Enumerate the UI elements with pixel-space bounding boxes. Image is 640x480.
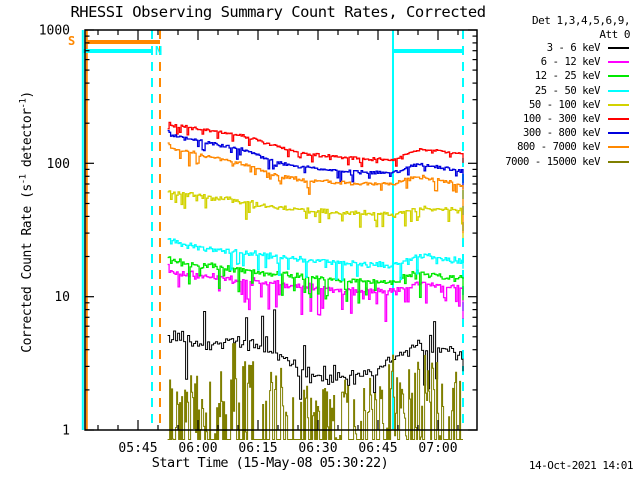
legend-item-swatch — [608, 89, 629, 92]
legend-detectors-label: Det 1,3,4,5,6,9, — [532, 14, 630, 27]
x-tick-label: 06:15 — [238, 441, 277, 456]
series-800-7000keV — [167, 142, 464, 234]
night-flag-label: N — [155, 44, 163, 58]
x-tick-label: 06:30 — [298, 441, 337, 456]
series-25-50keV — [167, 238, 464, 281]
legend-item: 50 - 100 keV — [500, 98, 630, 112]
legend-item: 25 - 50 keV — [500, 84, 630, 98]
legend-item-label: 800 - 7000 keV — [517, 141, 600, 154]
y-axis-title-text: Corrected Count Rate (s — [20, 184, 35, 353]
legend-item: 7000 - 15000 keV — [500, 155, 630, 169]
y-axis-superscript-2: -1 — [18, 98, 29, 109]
legend-item-label: 7000 - 15000 keV — [505, 155, 600, 168]
legend-item: 12 - 25 keV — [500, 69, 630, 83]
night-bar-right — [393, 49, 463, 53]
legend: 3 - 6 keV 6 - 12 keV 12 - 25 keV 25 - 50 ke… — [500, 41, 630, 169]
y-axis-title: Corrected Count Rate (s-1 detector-1) — [18, 91, 35, 353]
legend-item-swatch — [608, 47, 629, 50]
series-3-6keV — [167, 309, 464, 400]
legend-item: 800 - 7000 keV — [500, 140, 630, 154]
series-300-800keV — [167, 129, 464, 190]
legend-item-swatch — [608, 75, 629, 78]
plot-border — [84, 29, 478, 431]
legend-item-label: 50 - 100 keV — [528, 98, 600, 111]
axis-ticks — [85, 29, 477, 431]
legend-item-swatch — [608, 160, 629, 163]
legend-item-swatch — [608, 103, 629, 106]
legend-item-label: 100 - 300 keV — [523, 113, 600, 126]
legend-item-label: 12 - 25 keV — [534, 70, 601, 83]
legend-item: 300 - 800 keV — [500, 126, 630, 140]
data-series — [167, 121, 464, 440]
creation-timestamp: 14-Oct-2021 14:01 — [528, 459, 634, 472]
y-axis-superscript: -1 — [18, 174, 29, 185]
x-axis-title: Start Time (15-May-08 05:30:22) — [151, 455, 389, 471]
legend-attenuator-label: Att 0 — [599, 28, 630, 41]
x-tick-label: 07:00 — [418, 441, 457, 456]
saa-bar — [86, 40, 160, 44]
legend-item-swatch — [608, 132, 629, 135]
series-6-12keV — [167, 263, 464, 322]
legend-item-label: 6 - 12 keV — [540, 56, 601, 69]
legend-item-label: 3 - 6 keV — [546, 42, 601, 55]
legend-item-swatch — [608, 118, 629, 121]
legend-item-swatch — [608, 61, 629, 64]
legend-item: 100 - 300 keV — [500, 112, 630, 126]
y-tick-label: 10 — [54, 290, 70, 305]
legend-item-swatch — [608, 146, 629, 149]
night-bar-left — [82, 49, 152, 53]
series-50-100keV — [167, 190, 464, 239]
y-tick-label: 1 — [62, 424, 70, 439]
y-tick-label: 100 — [47, 157, 70, 172]
x-tick-label: 05:45 — [118, 441, 157, 456]
x-tick-label: 06:45 — [358, 441, 397, 456]
legend-item-label: 25 - 50 keV — [534, 84, 601, 97]
plot-frame — [84, 29, 478, 431]
x-tick-label: 06:00 — [178, 441, 217, 456]
saa-flag-label: S — [68, 34, 76, 48]
legend-item: 3 - 6 keV — [500, 41, 630, 55]
series-7000-15000keV — [167, 343, 463, 440]
legend-item-label: 300 - 800 keV — [523, 127, 600, 140]
flag-overlays — [81, 30, 464, 430]
tick-labels: 05:45 06:00 06:15 06:30 06:45 07:00 1 10 100 1000 — [39, 24, 458, 457]
series-12-25keV — [167, 256, 464, 304]
y-tick-label: 1000 — [39, 24, 70, 39]
legend-item: 6 - 12 keV — [500, 55, 630, 69]
plot-title: RHESSI Observing Summary Count Rates, Co… — [70, 3, 486, 21]
series-100-300keV — [167, 121, 464, 168]
